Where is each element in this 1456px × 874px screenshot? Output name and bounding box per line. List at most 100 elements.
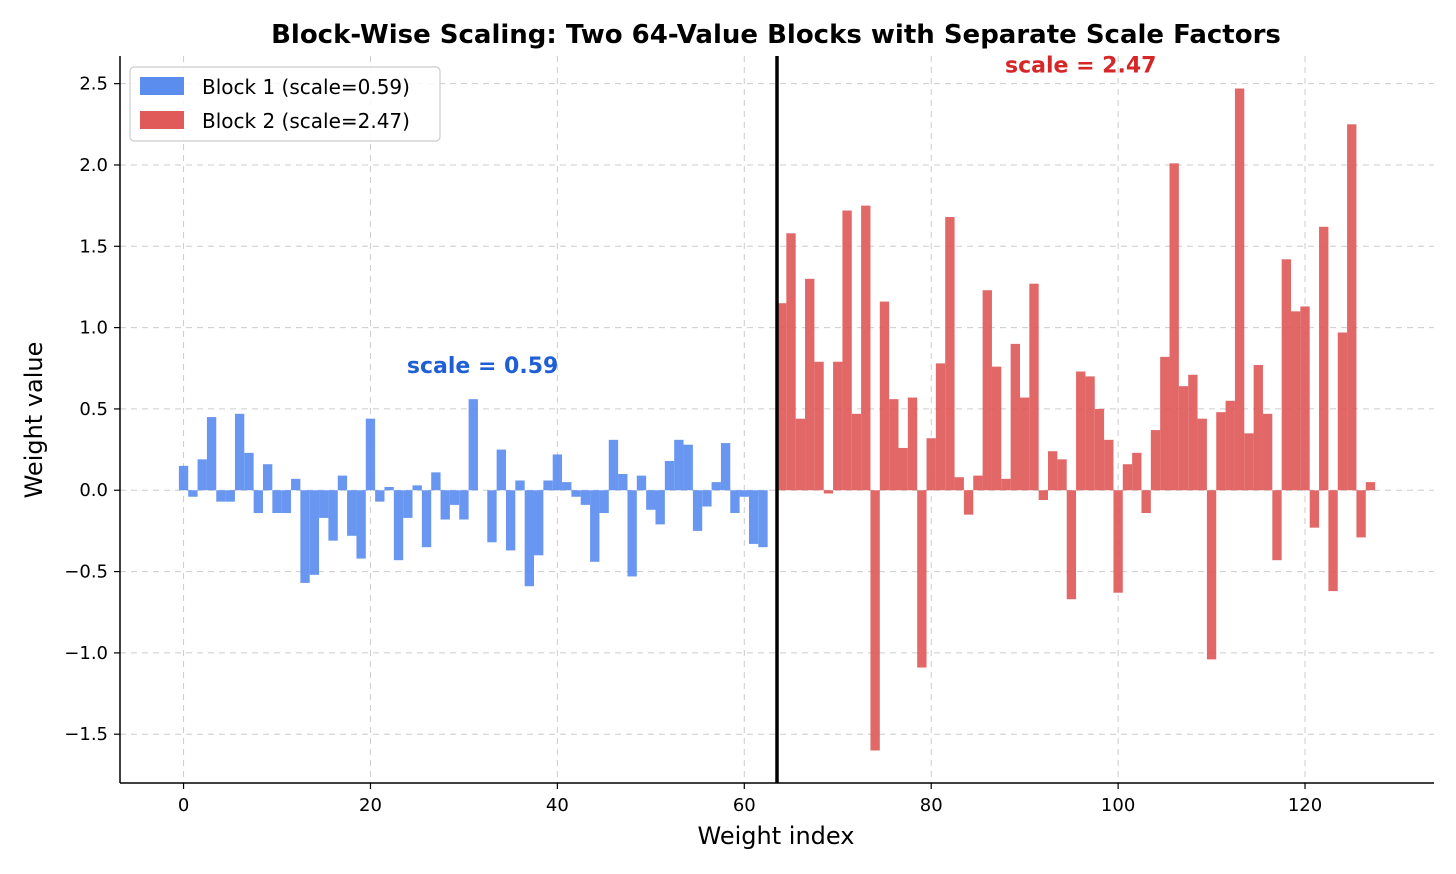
bar-block-1 (309, 490, 320, 575)
bar-block-1 (543, 480, 553, 491)
legend-label-block-1: Block 1 (scale=0.59) (202, 75, 410, 99)
legend-swatch-block-1 (140, 77, 184, 95)
bar-block-2 (1019, 397, 1030, 491)
bar-block-2 (1141, 490, 1151, 514)
bar-block-1 (272, 490, 282, 514)
annotations-layer: scale = 0.59 scale = 2.47 (407, 53, 1157, 379)
bar-block-2 (1122, 464, 1133, 491)
bar-block-1 (505, 490, 516, 551)
bar-block-2 (991, 366, 1002, 491)
legend: Block 1 (scale=0.59) Block 2 (scale=2.47… (129, 66, 441, 142)
bar-block-2 (1178, 386, 1189, 491)
bar-block-2 (1291, 311, 1301, 491)
bar-block-2 (851, 413, 862, 491)
y-tick-label: 2.0 (79, 155, 108, 176)
bar-block-1 (328, 490, 338, 541)
bar-block-1 (234, 413, 245, 491)
bar-block-1 (683, 444, 693, 491)
legend-label-block-2: Block 2 (scale=2.47) (202, 109, 410, 133)
bar-block-2 (786, 233, 796, 491)
bar-block-2 (1300, 306, 1310, 491)
bar-block-2 (1160, 356, 1170, 491)
bar-block-2 (1234, 88, 1245, 491)
annotation-scale-1: scale = 0.59 (407, 354, 558, 379)
bar-block-2 (870, 490, 880, 751)
bar-block-1 (702, 490, 712, 507)
bar-block-2 (945, 217, 955, 491)
bar-block-2 (861, 205, 871, 491)
bar-block-2 (917, 490, 927, 668)
legend-swatch-block-2 (140, 111, 184, 129)
bar-block-1 (552, 454, 563, 491)
bar-block-1 (692, 490, 703, 531)
bar-block-2 (1057, 459, 1067, 491)
bar-block-1 (281, 490, 292, 514)
y-tick-label: −1.0 (64, 643, 108, 664)
bar-block-1 (188, 490, 198, 497)
bar-block-1 (216, 490, 226, 502)
bar-block-2 (1225, 400, 1235, 491)
bar-block-1 (365, 418, 376, 491)
y-tick-label: 2.5 (79, 74, 108, 95)
bar-block-1 (627, 490, 637, 577)
y-tick-label: −0.5 (64, 562, 108, 583)
bar-block-1 (412, 485, 422, 491)
bar-block-2 (935, 363, 946, 491)
bar-block-2 (1356, 490, 1366, 538)
bar-block-1 (403, 490, 413, 518)
bar-block-1 (319, 490, 329, 518)
bar-block-1 (375, 490, 385, 502)
bar-block-1 (300, 490, 310, 583)
bar-block-1 (337, 475, 348, 491)
chart-title: Block-Wise Scaling: Two 64-Value Blocks … (271, 20, 1281, 50)
bar-block-2 (1076, 371, 1086, 491)
bar-block-2 (842, 210, 852, 491)
bar-block-2 (1262, 413, 1273, 491)
bar-block-1 (562, 482, 572, 491)
bar-block-2 (823, 490, 834, 494)
bar-block-1 (244, 452, 254, 491)
axes-layer (119, 56, 1434, 784)
bar-block-2 (1104, 439, 1114, 491)
bars-layer (178, 88, 1376, 751)
bar-block-2 (1347, 124, 1357, 491)
bar-block-1 (515, 480, 525, 491)
bar-block-2 (795, 418, 806, 491)
x-tick-label: 20 (359, 795, 382, 816)
bar-block-1 (384, 486, 394, 491)
bar-block-1 (599, 490, 609, 514)
bar-block-2 (1048, 451, 1058, 491)
bar-block-2 (814, 361, 824, 491)
bar-block-2 (963, 490, 974, 515)
bar-block-2 (1309, 490, 1320, 528)
bar-block-2 (1085, 376, 1095, 491)
x-tick-label: 100 (1101, 795, 1135, 816)
bar-block-2 (1010, 343, 1020, 491)
x-axis-label: Weight index (698, 822, 855, 850)
bar-block-2 (907, 397, 918, 491)
bar-block-1 (580, 490, 591, 505)
bar-block-1 (393, 490, 404, 561)
bar-block-2 (1188, 374, 1198, 491)
bar-block-1 (468, 399, 478, 491)
bar-block-2 (973, 475, 983, 491)
y-tick-label: 1.5 (79, 236, 108, 257)
bar-block-1 (720, 443, 731, 491)
bar-block-1 (291, 478, 301, 491)
bar-block-2 (1244, 433, 1254, 491)
y-tick-label: 0.5 (79, 399, 108, 420)
bar-block-1 (496, 449, 506, 491)
bar-block-2 (1132, 452, 1142, 491)
bar-block-2 (1272, 490, 1282, 561)
bar-block-2 (879, 301, 890, 491)
bar-block-2 (1029, 283, 1039, 491)
bar-block-2 (889, 399, 899, 491)
bar-block-1 (449, 490, 460, 505)
bar-block-1 (206, 417, 217, 491)
x-tick-label: 0 (178, 795, 189, 816)
bar-block-1 (347, 490, 357, 536)
bar-block-1 (178, 465, 189, 491)
bar-block-2 (805, 278, 815, 491)
bar-block-2 (1281, 259, 1292, 491)
